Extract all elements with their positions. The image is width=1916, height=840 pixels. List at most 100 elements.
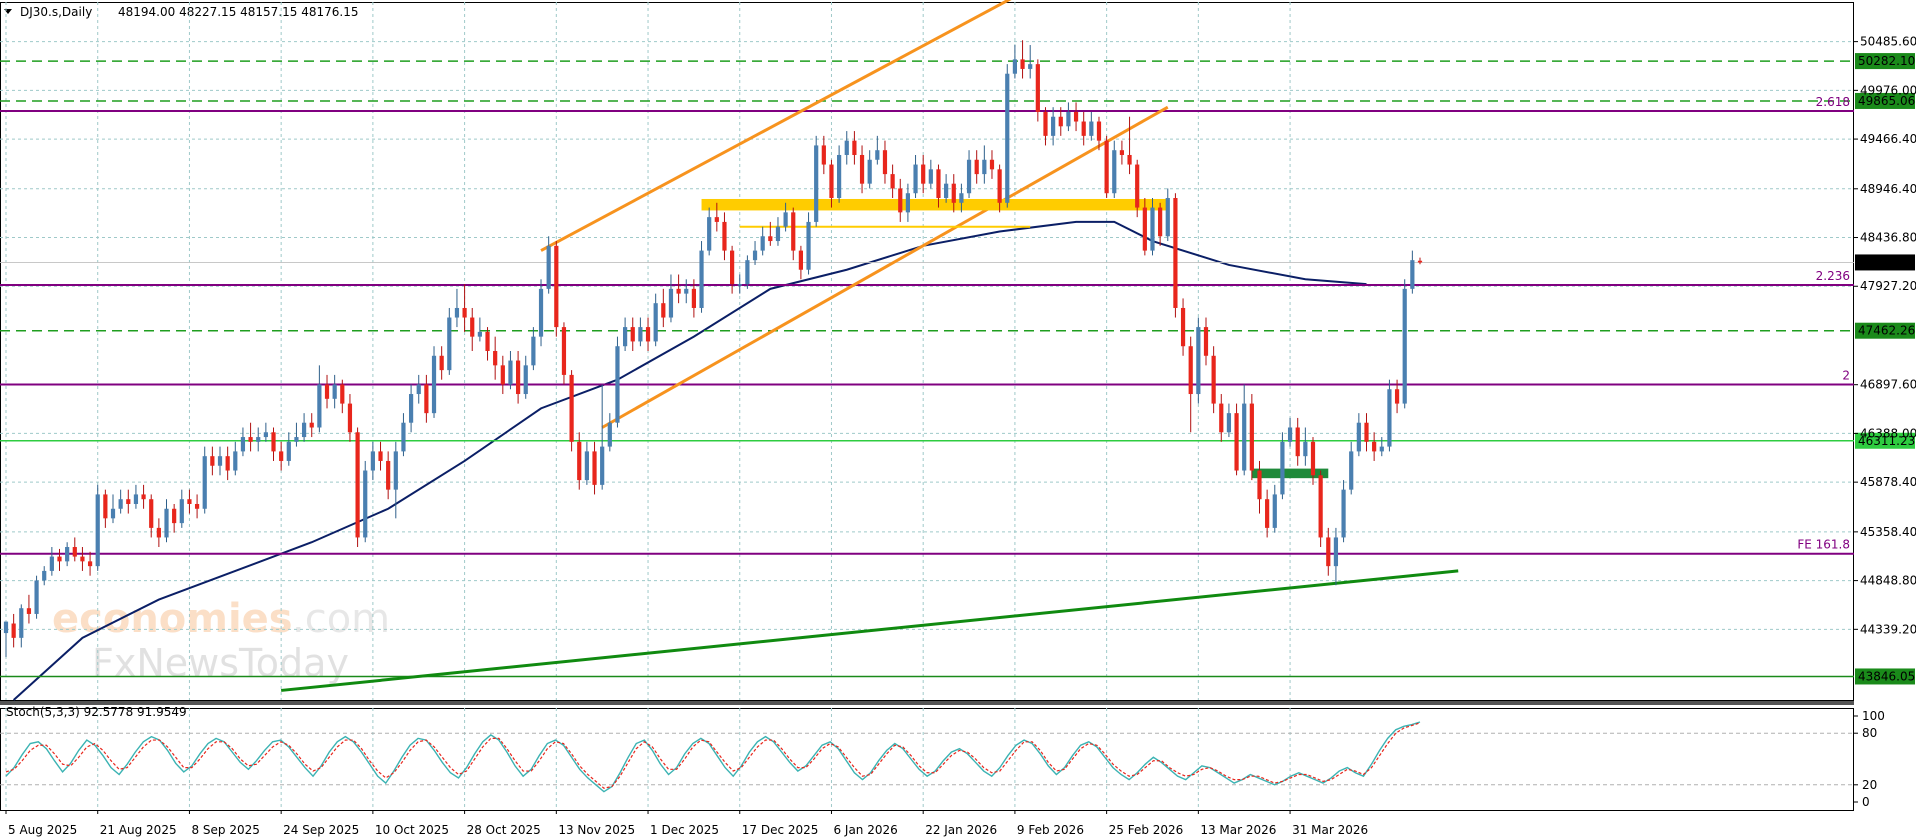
- price-tick-label: 44848.80: [1860, 574, 1916, 588]
- candle: [286, 432, 291, 466]
- candle-body: [722, 221, 727, 251]
- candle-body: [1318, 475, 1323, 538]
- candle: [1089, 111, 1094, 141]
- stochastic-panel: 100 80 20 0: [0, 709, 1885, 809]
- candle: [57, 548, 62, 571]
- candle-body: [1188, 346, 1193, 395]
- candle: [1158, 202, 1163, 246]
- candle: [515, 351, 521, 404]
- candle-body: [668, 288, 674, 318]
- candle: [921, 154, 926, 194]
- candle-body: [1402, 288, 1407, 404]
- candle: [561, 322, 567, 385]
- date-tick-label: 5 Aug 2025: [8, 823, 77, 837]
- price-tick-label: 50485.60: [1860, 35, 1916, 49]
- candle-body: [1303, 441, 1308, 457]
- candle-body: [859, 154, 865, 184]
- candle-body: [531, 336, 536, 366]
- candle: [661, 288, 666, 328]
- candle-body: [317, 384, 322, 428]
- candle: [1326, 527, 1331, 576]
- candle: [928, 159, 933, 189]
- date-tick-label: 13 Nov 2025: [558, 823, 635, 837]
- candle: [1180, 298, 1186, 356]
- candle-body: [928, 169, 933, 184]
- candle: [966, 150, 972, 199]
- candle-body: [959, 193, 964, 203]
- price-tick-label: 48946.40: [1860, 182, 1916, 196]
- candle: [485, 327, 490, 361]
- candle: [623, 317, 628, 351]
- candle: [1417, 257, 1423, 265]
- candle: [240, 427, 246, 457]
- candle-body: [714, 217, 719, 222]
- candle: [80, 547, 85, 571]
- candle: [584, 441, 589, 485]
- candle: [447, 307, 452, 375]
- candle-body: [798, 250, 803, 270]
- candle-body: [1265, 499, 1270, 528]
- candle-body: [1394, 389, 1400, 404]
- candle: [340, 379, 345, 414]
- level-price-badge: [1855, 322, 1915, 339]
- candle: [363, 460, 368, 543]
- candle-body: [607, 422, 612, 447]
- candle: [156, 518, 161, 548]
- candle: [577, 432, 582, 490]
- candle: [141, 484, 146, 509]
- candle: [684, 279, 689, 304]
- candle-body: [1417, 260, 1423, 263]
- candle-body: [1142, 207, 1147, 251]
- candle: [408, 384, 414, 433]
- fib-level-label: FE 161.8: [1797, 538, 1850, 552]
- candle-body: [447, 317, 452, 371]
- candle-body: [1234, 413, 1239, 471]
- candle: [1081, 111, 1086, 146]
- candle: [531, 327, 536, 371]
- level-price-label: 50282.10: [1858, 54, 1915, 68]
- candle-body: [1211, 355, 1216, 404]
- candle: [210, 446, 215, 476]
- candle-body: [87, 561, 93, 567]
- candle-body: [584, 451, 589, 481]
- stoch-tick-label: 100: [1862, 709, 1885, 723]
- candle-body: [944, 183, 949, 199]
- candle-body: [1280, 441, 1285, 495]
- date-tick-label: 8 Sep 2025: [191, 823, 259, 837]
- candle: [416, 374, 421, 404]
- candle: [959, 183, 964, 213]
- candle-body: [592, 451, 597, 485]
- candle-body: [936, 169, 941, 199]
- candle: [1211, 346, 1216, 414]
- price-tick-label: 44339.20: [1860, 622, 1916, 636]
- candle-body: [1219, 403, 1224, 433]
- candle: [324, 374, 330, 409]
- candle-body: [431, 355, 437, 414]
- candle-body: [1173, 198, 1178, 308]
- candle: [347, 394, 353, 442]
- candle-body: [1028, 64, 1033, 69]
- candle: [730, 245, 735, 294]
- candle: [806, 212, 811, 275]
- candle-body: [1349, 451, 1354, 490]
- date-tick-label: 6 Jan 2026: [833, 823, 897, 837]
- candle: [546, 236, 551, 294]
- candle: [569, 370, 574, 452]
- candle-body: [791, 212, 796, 251]
- candle: [523, 355, 528, 399]
- candle-body: [989, 159, 995, 170]
- ohlc-values: 48194.00 48227.15 48157.15 48176.15: [118, 5, 358, 19]
- candle-body: [19, 608, 24, 638]
- price-tick-label: 49466.40: [1860, 132, 1916, 146]
- candle-body: [1410, 260, 1415, 289]
- candle: [1219, 394, 1224, 442]
- candle: [87, 551, 93, 576]
- candle: [233, 441, 238, 476]
- chart-menu-triangle-icon[interactable]: [4, 9, 12, 14]
- candle: [1005, 64, 1010, 208]
- candle-body: [691, 288, 696, 308]
- candle: [707, 207, 712, 256]
- candle: [3, 621, 9, 657]
- candle: [301, 413, 307, 442]
- candle-body: [1326, 537, 1331, 567]
